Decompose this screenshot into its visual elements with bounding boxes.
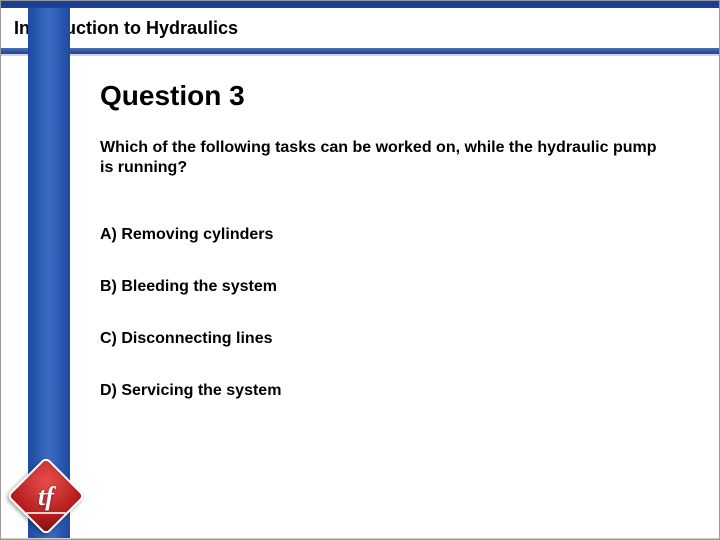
- option-letter: D): [100, 382, 117, 399]
- content-area: Question 3 Which of the following tasks …: [100, 80, 680, 434]
- logo-underline: [26, 512, 66, 514]
- question-heading: Question 3: [100, 80, 680, 112]
- slide-container: Introduction to Hydraulics Question 3 Wh…: [0, 0, 720, 540]
- question-number: 3: [229, 80, 245, 111]
- option-letter: A): [100, 226, 117, 243]
- option-a: A) Removing cylinders: [100, 226, 680, 244]
- title-band: Introduction to Hydraulics: [0, 8, 720, 48]
- option-d: D) Servicing the system: [100, 382, 680, 400]
- option-text: Bleeding the system: [121, 278, 277, 295]
- option-letter: C): [100, 330, 117, 347]
- option-c: C) Disconnecting lines: [100, 330, 680, 348]
- title-underline-divider: [0, 54, 720, 56]
- question-heading-prefix: Question: [100, 80, 221, 111]
- options-list: A) Removing cylinders B) Bleeding the sy…: [100, 226, 680, 400]
- brand-logo: tf: [12, 468, 82, 530]
- question-prompt: Which of the following tasks can be work…: [100, 138, 660, 178]
- logo-text: tf: [12, 484, 80, 510]
- option-text: Disconnecting lines: [121, 330, 272, 347]
- option-b: B) Bleeding the system: [100, 278, 680, 296]
- option-letter: B): [100, 278, 117, 295]
- option-text: Servicing the system: [121, 382, 281, 399]
- top-accent-bar: [0, 0, 720, 8]
- option-text: Removing cylinders: [121, 226, 273, 243]
